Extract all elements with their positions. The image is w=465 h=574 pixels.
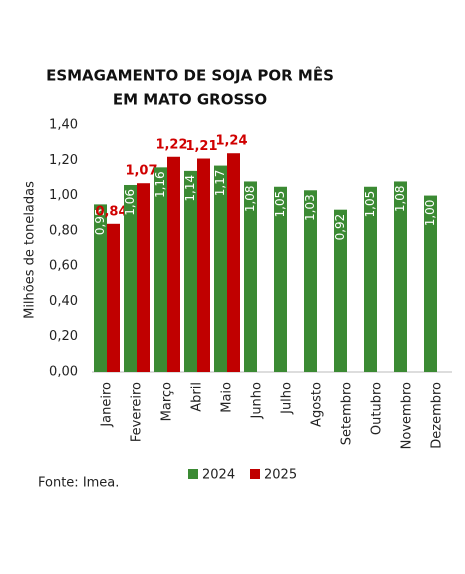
y-tick-label: 0,20 bbox=[49, 329, 78, 344]
y-tick-label: 0,60 bbox=[49, 259, 78, 274]
data-label: 1,17 bbox=[213, 170, 227, 197]
data-label: 1,06 bbox=[123, 189, 137, 216]
data-label: 0,84 bbox=[95, 204, 127, 219]
y-tick-label: 0,00 bbox=[49, 365, 78, 380]
x-tick-label: Junho bbox=[250, 382, 265, 420]
bar bbox=[227, 153, 240, 372]
data-label: 1,00 bbox=[423, 200, 437, 227]
data-label: 1,21 bbox=[185, 139, 217, 154]
bar bbox=[184, 170, 197, 372]
x-tick-label: Março bbox=[160, 382, 175, 421]
legend-swatch bbox=[188, 469, 198, 479]
chart-subtitle: EM MATO GROSSO bbox=[113, 91, 267, 109]
data-label: 1,07 bbox=[125, 164, 157, 179]
chart-title: ESMAGAMENTO DE SOJA POR MÊS bbox=[46, 66, 334, 85]
bar bbox=[274, 186, 287, 372]
bar bbox=[197, 158, 210, 372]
data-label: 1,16 bbox=[153, 171, 167, 198]
bar bbox=[334, 209, 347, 372]
y-tick-label: 1,20 bbox=[49, 153, 78, 168]
data-label: 1,05 bbox=[363, 191, 377, 218]
bar bbox=[167, 156, 180, 372]
x-tick-label: Outubro bbox=[370, 382, 385, 435]
bar bbox=[107, 223, 120, 372]
data-label: 0,92 bbox=[333, 214, 347, 241]
data-label: 1,14 bbox=[183, 175, 197, 202]
x-tick-label: Fevereiro bbox=[130, 382, 145, 442]
y-axis-title: Milhões de toneladas bbox=[23, 181, 38, 319]
x-tick-label: Janeiro bbox=[100, 382, 115, 428]
data-label: 0,95 bbox=[93, 208, 107, 235]
data-label: 1,08 bbox=[243, 185, 257, 212]
x-tick-label: Julho bbox=[280, 382, 295, 415]
y-tick-label: 1,40 bbox=[49, 118, 78, 133]
bar bbox=[394, 181, 407, 372]
data-label: 1,22 bbox=[155, 137, 187, 152]
legend-label: 2024 bbox=[202, 468, 235, 483]
x-tick-label: Novembro bbox=[400, 382, 415, 449]
bar bbox=[124, 184, 137, 372]
bar bbox=[304, 190, 317, 372]
x-tick-label: Abril bbox=[190, 382, 205, 412]
bar bbox=[154, 167, 167, 372]
x-tick-label: Agosto bbox=[310, 382, 325, 427]
bar bbox=[424, 195, 437, 372]
source: Fonte: Imea. bbox=[38, 476, 119, 491]
y-tick-label: 0,40 bbox=[49, 294, 78, 309]
legend-label: 2025 bbox=[264, 468, 297, 483]
data-label: 1,03 bbox=[303, 194, 317, 221]
y-tick-label: 0,80 bbox=[49, 223, 78, 238]
data-label: 1,08 bbox=[393, 185, 407, 212]
x-tick-label: Dezembro bbox=[430, 382, 445, 449]
data-label: 1,24 bbox=[215, 134, 247, 149]
bar bbox=[364, 186, 377, 372]
bar bbox=[244, 181, 257, 372]
bar bbox=[137, 183, 150, 372]
y-tick-label: 1,00 bbox=[49, 188, 78, 203]
bar bbox=[214, 165, 227, 372]
x-tick-label: Maio bbox=[220, 382, 235, 413]
x-tick-label: Setembro bbox=[340, 382, 355, 445]
legend-swatch bbox=[250, 469, 260, 479]
bar bbox=[94, 204, 107, 372]
data-label: 1,05 bbox=[273, 191, 287, 218]
